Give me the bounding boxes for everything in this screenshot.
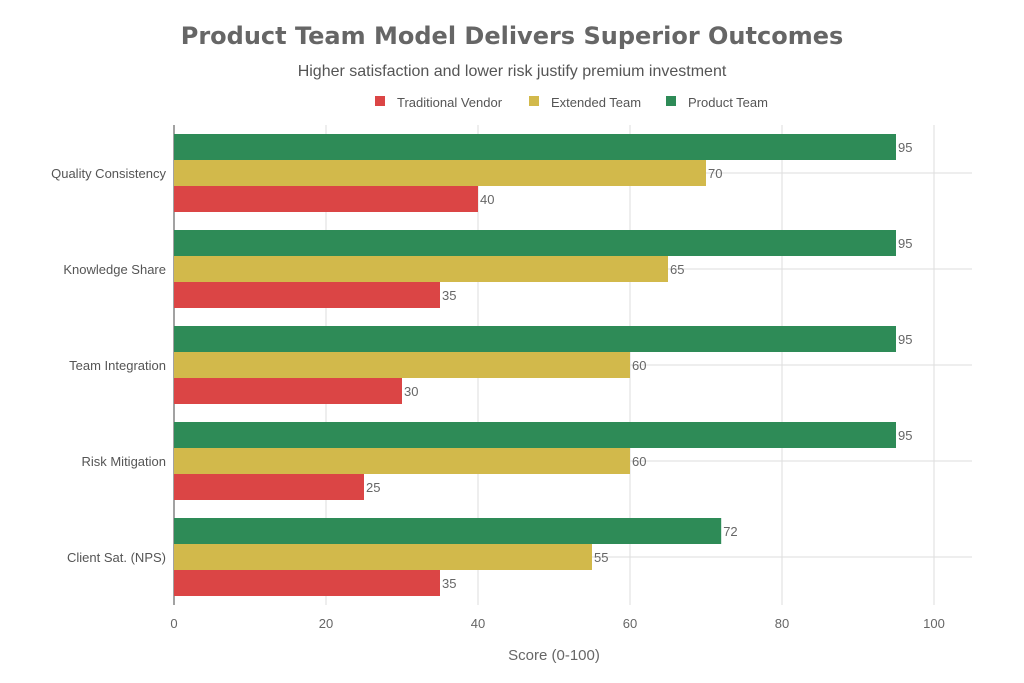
chart-subtitle: Higher satisfaction and lower risk justi…	[298, 63, 727, 80]
data-label: 70	[708, 166, 722, 181]
bar-product-team	[174, 422, 896, 448]
data-label: 95	[898, 332, 912, 347]
bar-traditional-vendor	[174, 474, 364, 500]
bar-traditional-vendor	[174, 282, 440, 308]
data-label: 25	[366, 480, 380, 495]
x-tick-label: 60	[623, 616, 637, 631]
bar-extended-team	[174, 448, 630, 474]
bar-product-team	[174, 134, 896, 160]
legend-swatch	[666, 96, 676, 106]
y-category-label: Risk Mitigation	[81, 454, 166, 469]
data-label: 35	[442, 576, 456, 591]
bar-extended-team	[174, 544, 592, 570]
bar-product-team	[174, 230, 896, 256]
bar-extended-team	[174, 160, 706, 186]
data-label: 95	[898, 140, 912, 155]
x-tick-label: 20	[319, 616, 333, 631]
x-tick-label: 80	[775, 616, 789, 631]
bar-traditional-vendor	[174, 570, 440, 596]
x-tick-label: 0	[170, 616, 177, 631]
legend-swatch	[529, 96, 539, 106]
data-label: 72	[723, 524, 737, 539]
y-category-label: Knowledge Share	[63, 262, 166, 277]
legend: Traditional Vendor Extended Team Product T…	[375, 95, 768, 110]
bar-traditional-vendor	[174, 378, 402, 404]
x-axis-title: Score (0-100)	[508, 647, 600, 664]
legend-label: Extended Team	[551, 95, 641, 110]
bar-extended-team	[174, 256, 668, 282]
data-label: 95	[898, 236, 912, 251]
y-category-label: Team Integration	[69, 358, 166, 373]
x-tick-label: 100	[923, 616, 945, 631]
y-category-label: Client Sat. (NPS)	[67, 550, 166, 565]
bars	[174, 134, 896, 596]
data-label: 40	[480, 192, 494, 207]
chart-title: Product Team Model Delivers Superior Out…	[181, 22, 844, 50]
legend-swatch	[375, 96, 385, 106]
x-tick-label: 40	[471, 616, 485, 631]
labels: 0 20 40 60 80 100 Quality Consistency Knowledge…	[51, 140, 945, 631]
data-label: 35	[442, 288, 456, 303]
y-category-label: Quality Consistency	[51, 166, 166, 181]
bar-traditional-vendor	[174, 186, 478, 212]
data-label: 95	[898, 428, 912, 443]
data-label: 60	[632, 454, 646, 469]
data-label: 65	[670, 262, 684, 277]
bar-extended-team	[174, 352, 630, 378]
bar-product-team	[174, 326, 896, 352]
data-label: 30	[404, 384, 418, 399]
legend-label: Product Team	[688, 95, 768, 110]
data-label: 55	[594, 550, 608, 565]
bar-product-team	[174, 518, 722, 544]
legend-label: Traditional Vendor	[397, 95, 503, 110]
data-label: 60	[632, 358, 646, 373]
